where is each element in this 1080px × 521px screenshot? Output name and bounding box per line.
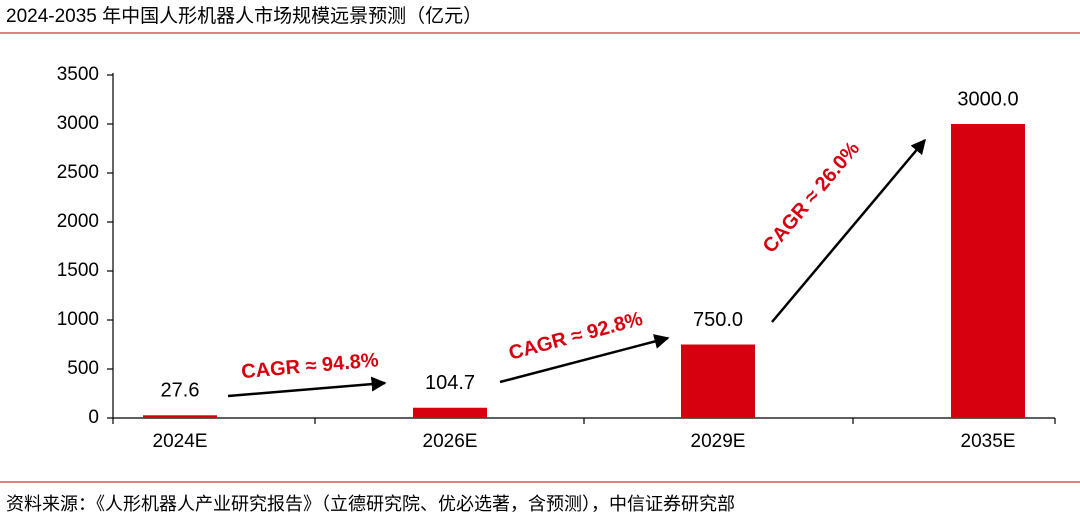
x-tick-label: 2035E	[961, 431, 1016, 452]
y-tick-label: 2500	[57, 162, 99, 183]
data-label: 750.0	[693, 309, 743, 331]
chart-title: 2024-2035 年中国人形机器人市场规模远景预测（亿元）	[6, 5, 482, 27]
y-tick-label: 2000	[57, 211, 99, 232]
y-tick-label: 0	[88, 407, 99, 428]
y-tick-label: 3000	[57, 113, 99, 134]
data-label: 104.7	[425, 372, 475, 394]
data-label: 27.6	[161, 380, 200, 402]
y-tick-label: 500	[67, 358, 99, 379]
x-tick-label: 2026E	[423, 431, 478, 452]
bar	[413, 407, 487, 418]
bar	[951, 124, 1025, 418]
bar	[681, 344, 755, 418]
y-tick-label: 3500	[57, 64, 99, 85]
data-label: 3000.0	[957, 88, 1018, 110]
annotation: CAGR ≈ 92.8%	[506, 308, 645, 365]
annotation: CAGR ≈ 26.0%	[759, 138, 864, 258]
annotation: CAGR ≈ 94.8%	[240, 349, 379, 383]
x-tick-label: 2024E	[153, 431, 208, 452]
arrows	[227, 138, 926, 398]
x-tick-label: 2029E	[691, 431, 746, 452]
y-tick-label: 1500	[57, 260, 99, 281]
y-tick-label: 1000	[57, 309, 99, 330]
bar	[143, 415, 217, 418]
source: 资料来源：《人形机器人产业研究报告》（立德研究院、优必选著，含预测），中信证券研…	[6, 494, 735, 514]
